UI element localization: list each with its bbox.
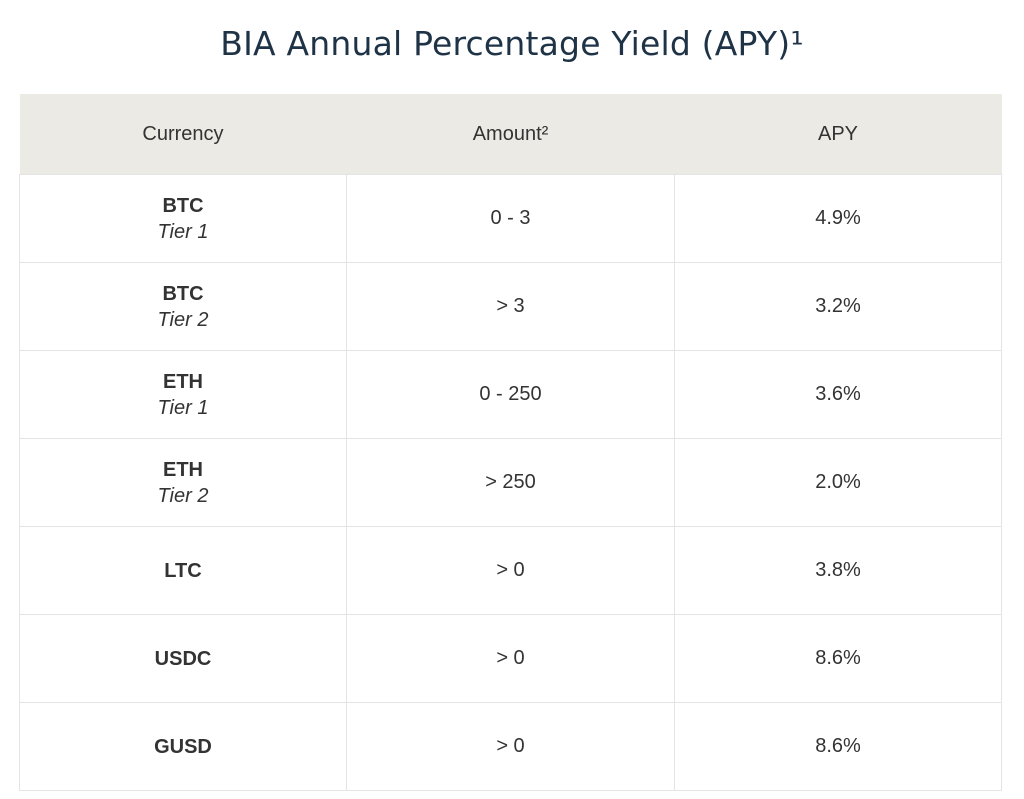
apy-cell: 3.2% (674, 262, 1002, 351)
currency-name: USDC (154, 647, 212, 670)
column-header-currency: Currency (19, 94, 347, 175)
amount-cell: > 250 (346, 438, 675, 527)
table-row: USDC > 0 8.6% (19, 614, 1002, 703)
amount-cell: > 0 (346, 614, 675, 703)
currency-tier: Tier 2 (157, 484, 209, 507)
apy-cell: 4.9% (674, 174, 1002, 263)
table-row: LTC > 0 3.8% (19, 526, 1002, 615)
apy-table-container: Currency Amount² APY BTC Tier 1 0 - 3 4.… (19, 94, 1002, 791)
apy-cell: 3.6% (674, 350, 1002, 439)
currency-tier: Tier 2 (157, 308, 209, 331)
header-row: Currency Amount² APY (19, 94, 1002, 175)
currency-cell: LTC (19, 526, 347, 615)
column-header-amount: Amount² (346, 94, 675, 175)
page-title: BIA Annual Percentage Yield (APY)¹ (220, 24, 804, 63)
currency-cell: BTC Tier 2 (19, 262, 347, 351)
amount-cell: 0 - 250 (346, 350, 675, 439)
currency-name: ETH (163, 370, 203, 393)
apy-cell: 3.8% (674, 526, 1002, 615)
currency-cell: USDC (19, 614, 347, 703)
currency-cell: ETH Tier 2 (19, 438, 347, 527)
amount-cell: > 3 (346, 262, 675, 351)
table-row: BTC Tier 2 > 3 3.2% (19, 262, 1002, 351)
currency-cell: BTC Tier 1 (19, 174, 347, 263)
apy-cell: 8.6% (674, 614, 1002, 703)
table-row: ETH Tier 2 > 250 2.0% (19, 438, 1002, 527)
currency-name: ETH (163, 458, 203, 481)
currency-name: BTC (162, 194, 204, 217)
apy-cell: 8.6% (674, 702, 1002, 791)
apy-cell: 2.0% (674, 438, 1002, 527)
amount-cell: 0 - 3 (346, 174, 675, 263)
apy-table: Currency Amount² APY BTC Tier 1 0 - 3 4.… (19, 94, 1002, 791)
currency-tier: Tier 1 (157, 396, 209, 419)
table-header: Currency Amount² APY (19, 94, 1002, 175)
table-row: GUSD > 0 8.6% (19, 702, 1002, 791)
currency-tier: Tier 1 (157, 220, 209, 243)
currency-cell: ETH Tier 1 (19, 350, 347, 439)
currency-cell: GUSD (19, 702, 347, 791)
currency-name: LTC (164, 559, 202, 582)
amount-cell: > 0 (346, 702, 675, 791)
column-header-apy: APY (674, 94, 1002, 175)
amount-cell: > 0 (346, 526, 675, 615)
table-row: BTC Tier 1 0 - 3 4.9% (19, 174, 1002, 263)
currency-name: GUSD (154, 735, 212, 758)
table-row: ETH Tier 1 0 - 250 3.6% (19, 350, 1002, 439)
currency-name: BTC (162, 282, 204, 305)
table-body: BTC Tier 1 0 - 3 4.9% BTC Tier 2 > 3 3.2… (19, 174, 1002, 791)
